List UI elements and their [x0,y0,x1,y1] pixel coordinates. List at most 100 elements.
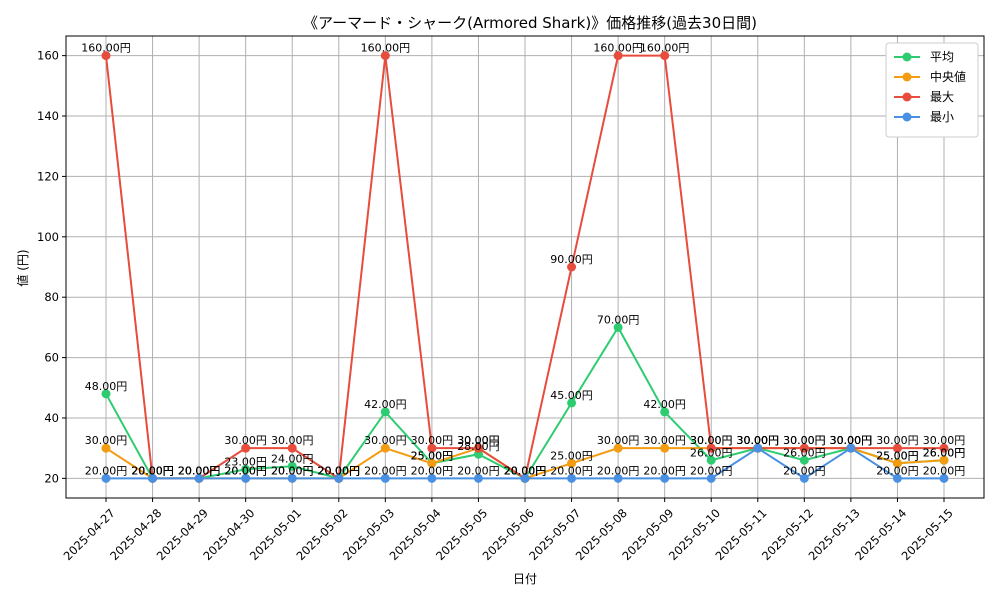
data-label: 25.00円 [411,449,454,462]
legend-marker [902,72,912,82]
y-tick-label: 20 [44,471,59,485]
data-label: 23.00円 [224,455,267,468]
legend-entry-label: 最小 [930,110,954,124]
data-label: 25.00円 [550,449,593,462]
data-label: 30.00円 [737,434,780,447]
data-label: 20.00円 [318,464,361,477]
data-point [241,473,251,483]
legend-entry-label: 中央値 [930,69,966,84]
grid [66,36,984,498]
data-label: 20.00円 [178,464,221,477]
data-label: 28.00円 [457,440,500,453]
plot-frame [65,35,985,499]
data-label: 30.00円 [690,434,733,447]
data-label: 20.00円 [224,464,267,477]
data-label: 20.00円 [178,464,221,477]
data-point [613,322,623,332]
chart-title: 《アーマード・シャーク(Armored Shark)》価格推移(過去30日間) [303,14,757,32]
data-label: 20.00円 [178,464,221,477]
data-point [287,443,297,453]
series-layer [101,51,949,483]
data-point [753,443,763,453]
data-point [660,51,670,61]
data-point [380,407,390,417]
data-point [148,473,158,483]
data-point [613,51,623,61]
data-point [660,407,670,417]
data-point [473,473,483,483]
data-label: 30.00円 [737,434,780,447]
data-label: 20.00円 [597,464,640,477]
data-label: 160.00円 [640,42,690,55]
data-point [101,443,111,453]
data-point [892,473,902,483]
data-point [194,473,204,483]
data-label: 48.00円 [85,380,128,393]
data-point [241,443,251,453]
data-point [613,473,623,483]
data-label: 30.00円 [643,434,686,447]
data-point [567,398,577,408]
data-label: 30.00円 [923,434,966,447]
data-point [939,473,949,483]
data-label: 25.00円 [876,449,919,462]
data-label: 20.00円 [224,464,267,477]
data-label: 30.00円 [830,434,873,447]
data-label: 30.00円 [737,434,780,447]
data-point [846,443,856,453]
data-point [427,458,437,468]
data-label: 70.00円 [597,313,640,326]
data-point [380,51,390,61]
data-point [567,458,577,468]
data-label: 20.00円 [318,464,361,477]
data-point [799,455,809,465]
y-tick-label: 140 [37,109,59,123]
data-label: 30.00円 [737,434,780,447]
data-label: 20.00円 [85,464,128,477]
data-label: 26.00円 [783,446,826,459]
data-point [101,51,111,61]
data-point [567,473,577,483]
data-label: 20.00円 [131,464,174,477]
data-label: 30.00円 [597,434,640,447]
data-label: 30.00円 [876,434,919,447]
data-label: 26.00円 [690,446,733,459]
legend-entry-label: 平均 [930,50,954,64]
data-label: 30.00円 [830,434,873,447]
data-label: 20.00円 [504,464,547,477]
data-label: 20.00円 [178,464,221,477]
data-label: 30.00円 [690,434,733,447]
y-tick-label: 120 [37,169,59,183]
data-point [567,262,577,272]
data-label: 20.00円 [643,464,686,477]
data-point [939,455,949,465]
data-label: 20.00円 [550,464,593,477]
data-point [380,473,390,483]
y-tick-label: 80 [44,290,59,304]
data-point [939,443,949,453]
y-tick-label: 60 [44,351,59,365]
data-point [427,473,437,483]
data-label: 26.00円 [923,446,966,459]
data-point [706,443,716,453]
data-label: 30.00円 [411,434,454,447]
data-label: 20.00円 [318,464,361,477]
data-point [334,473,344,483]
data-point [613,443,623,453]
data-point [427,443,437,453]
y-tick-label: 160 [37,49,59,63]
data-point [473,443,483,453]
data-point [101,389,111,399]
data-label: 160.00円 [593,42,643,55]
data-point [287,473,297,483]
data-label: 20.00円 [504,464,547,477]
data-point [799,443,809,453]
data-point [706,473,716,483]
data-label: 30.00円 [271,434,314,447]
data-label: 20.00円 [131,464,174,477]
data-point [241,464,251,474]
y-tick-label: 40 [44,411,59,425]
